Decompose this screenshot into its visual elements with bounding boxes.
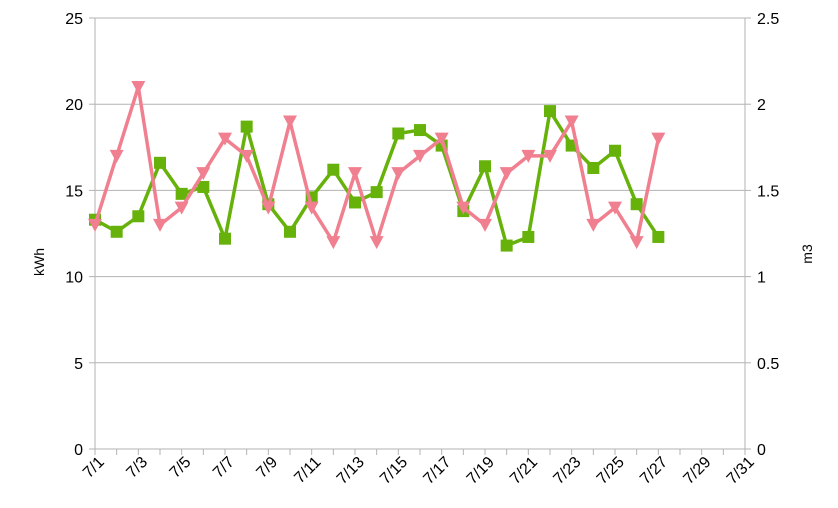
data-point [522, 230, 535, 243]
x-tick-label: 7/17 [420, 454, 454, 488]
axes [89, 18, 751, 455]
data-point [434, 132, 449, 146]
data-point [153, 218, 167, 232]
data-point [284, 225, 296, 238]
data-point [349, 196, 361, 209]
right-tick-label: 0 [757, 442, 766, 459]
left-tick-label: 0 [74, 442, 83, 459]
data-point [391, 167, 406, 181]
x-tick-label: 7/23 [550, 454, 584, 488]
x-tick-label: 7/5 [167, 454, 195, 482]
x-tick-label: 7/15 [377, 454, 411, 488]
x-tick-label: 7/19 [464, 454, 498, 488]
data-point [587, 161, 600, 174]
data-point [652, 230, 665, 243]
left-tick-label: 5 [74, 356, 83, 373]
data-point [131, 80, 146, 94]
data-point [544, 105, 556, 118]
right-axis-title: m3 [799, 244, 815, 264]
right-tick-label: 1 [757, 270, 766, 287]
right-axis-ticks: 0 0.5 1 1.5 2 2.5 [745, 11, 779, 459]
series-2-line [93, 85, 661, 244]
data-point [414, 124, 426, 137]
data-point [500, 239, 513, 252]
data-point [283, 115, 297, 129]
data-point [479, 160, 491, 173]
left-axis-ticks: 0 5 10 15 20 25 [65, 11, 95, 459]
x-tick-label: 7/3 [123, 454, 151, 482]
x-tick-label: 7/31 [724, 454, 758, 488]
data-point [218, 132, 232, 146]
left-tick-label: 10 [65, 270, 83, 287]
data-point [521, 149, 536, 163]
data-point [413, 149, 427, 163]
x-tick-label: 7/13 [334, 454, 368, 488]
data-point [132, 210, 145, 223]
data-point [456, 201, 471, 215]
data-point [304, 201, 319, 215]
data-point [499, 167, 514, 181]
data-point [154, 156, 166, 169]
data-point [392, 127, 405, 140]
data-point [197, 180, 210, 193]
data-point [110, 225, 123, 238]
x-tick-label: 7/11 [291, 454, 324, 487]
x-axis-ticks: 7/1 7/3 7/5 7/7 7/9 7/11 7/13 7/15 7/17 7/19 7/21 7… [80, 449, 758, 488]
data-point [629, 236, 644, 250]
x-tick-label: 7/27 [637, 454, 671, 488]
x-tick-label: 7/7 [210, 454, 238, 482]
data-point [586, 218, 601, 232]
gridlines [95, 17, 745, 450]
right-tick-label: 2.5 [757, 11, 779, 28]
data-point [478, 218, 492, 232]
data-point [327, 163, 340, 176]
data-point [564, 115, 579, 129]
left-tick-label: 20 [65, 97, 83, 114]
left-tick-label: 15 [65, 183, 83, 200]
data-point [175, 187, 188, 200]
right-tick-label: 2 [757, 97, 766, 114]
data-point [109, 149, 124, 163]
right-tick-label: 1.5 [757, 183, 779, 200]
series-layer [88, 80, 666, 252]
x-tick-label: 7/1 [80, 454, 108, 482]
data-point [608, 201, 622, 215]
data-point [240, 120, 253, 133]
data-point [326, 236, 341, 250]
data-point [219, 232, 231, 245]
data-point [543, 149, 557, 163]
x-tick-label: 7/29 [680, 454, 714, 488]
series-1 [89, 105, 665, 252]
left-tick-label: 25 [65, 11, 83, 28]
data-point [348, 167, 362, 181]
x-tick-label: 7/25 [594, 454, 628, 488]
data-point [370, 186, 383, 199]
data-point [651, 132, 666, 146]
data-point [196, 167, 211, 181]
data-point [261, 201, 276, 215]
data-point [174, 201, 189, 215]
series-2 [88, 80, 666, 250]
data-point [609, 144, 621, 157]
x-tick-label: 7/21 [507, 454, 541, 488]
right-tick-label: 0.5 [757, 356, 779, 373]
data-point [239, 149, 254, 163]
left-axis-title: kWh [31, 248, 47, 276]
x-tick-label: 7/9 [253, 454, 281, 482]
data-point [630, 198, 643, 211]
data-point [88, 218, 102, 232]
data-point [369, 236, 384, 250]
